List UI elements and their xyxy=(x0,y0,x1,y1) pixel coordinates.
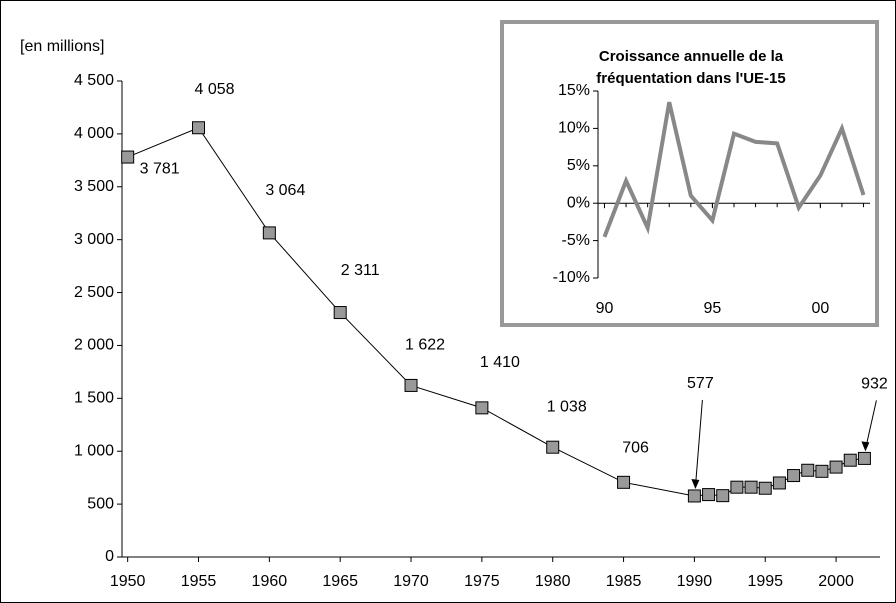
inset-frame xyxy=(500,20,879,327)
x-tick-label: 95 xyxy=(704,300,722,317)
x-tick-label: 1955 xyxy=(181,573,217,590)
y-tick-label: 3 000 xyxy=(74,231,114,248)
y-tick-label: 4 000 xyxy=(74,125,114,142)
marker xyxy=(815,464,829,478)
x-tick-label: 1950 xyxy=(110,573,146,590)
arrow xyxy=(694,399,703,488)
x-tick-label: 90 xyxy=(596,300,614,317)
y-tick-label: 1 000 xyxy=(74,442,114,459)
data-label: 1 622 xyxy=(405,337,445,354)
arrow xyxy=(864,400,877,450)
arrow-head xyxy=(691,478,700,489)
x-tick-label: 2000 xyxy=(818,573,854,590)
marker xyxy=(404,378,418,392)
y-tick-label: 0% xyxy=(567,194,590,211)
y-axis-label: [en millions] xyxy=(20,38,104,55)
y-tick-label: -5% xyxy=(562,232,590,249)
data-label: 932 xyxy=(861,376,888,393)
marker xyxy=(702,488,716,502)
y-tick-label: 1 500 xyxy=(74,390,114,407)
data-label: 1 410 xyxy=(480,354,520,371)
marker xyxy=(262,226,276,240)
data-label: 1 038 xyxy=(547,398,587,415)
marker xyxy=(475,401,489,415)
x-tick-label: 1985 xyxy=(606,573,642,590)
marker xyxy=(192,121,206,135)
y-tick-label: 4 500 xyxy=(74,72,114,89)
marker xyxy=(843,453,857,467)
y-tick-label: 0 xyxy=(105,548,114,565)
marker xyxy=(687,489,701,503)
y-tick-label: 2 000 xyxy=(74,337,114,354)
marker xyxy=(546,440,560,454)
marker xyxy=(801,463,815,477)
inset-title: fréquentation dans l'UE-15 xyxy=(596,70,785,87)
arrow-head xyxy=(861,441,870,452)
y-tick-label: -10% xyxy=(553,269,590,286)
line xyxy=(602,101,866,238)
data-label: 2 311 xyxy=(341,262,380,279)
marker xyxy=(730,480,744,494)
data-label: 706 xyxy=(622,440,649,457)
x-tick-label: 1965 xyxy=(322,573,358,590)
marker xyxy=(857,451,871,465)
inset-title: Croissance annuelle de la xyxy=(599,48,784,65)
marker xyxy=(716,489,730,503)
x-tick-label: 1975 xyxy=(464,573,500,590)
data-label: 3 064 xyxy=(265,182,305,199)
marker xyxy=(617,475,631,489)
y-tick-label: 5% xyxy=(567,157,590,174)
data-label: 3 781 xyxy=(140,160,180,177)
y-tick-label: 15% xyxy=(558,82,590,99)
marker xyxy=(121,150,135,164)
data-label: 4 058 xyxy=(194,81,234,98)
y-tick-label: 10% xyxy=(558,120,590,137)
marker xyxy=(744,480,758,494)
x-tick-label: 1990 xyxy=(677,573,713,590)
marker xyxy=(758,481,772,495)
y-tick-label: 2 500 xyxy=(74,284,114,301)
y-tick-label: 3 500 xyxy=(74,178,114,195)
marker xyxy=(333,306,347,320)
x-tick-label: 1995 xyxy=(747,573,783,590)
data-label: 577 xyxy=(687,375,714,392)
x-tick-label: 1970 xyxy=(393,573,429,590)
marker xyxy=(787,469,801,483)
x-tick-label: 1980 xyxy=(535,573,571,590)
y-tick-label: 500 xyxy=(87,495,114,512)
marker xyxy=(829,460,843,474)
x-tick-label: 00 xyxy=(811,300,829,317)
marker xyxy=(772,476,786,490)
x-tick-label: 1960 xyxy=(252,573,288,590)
